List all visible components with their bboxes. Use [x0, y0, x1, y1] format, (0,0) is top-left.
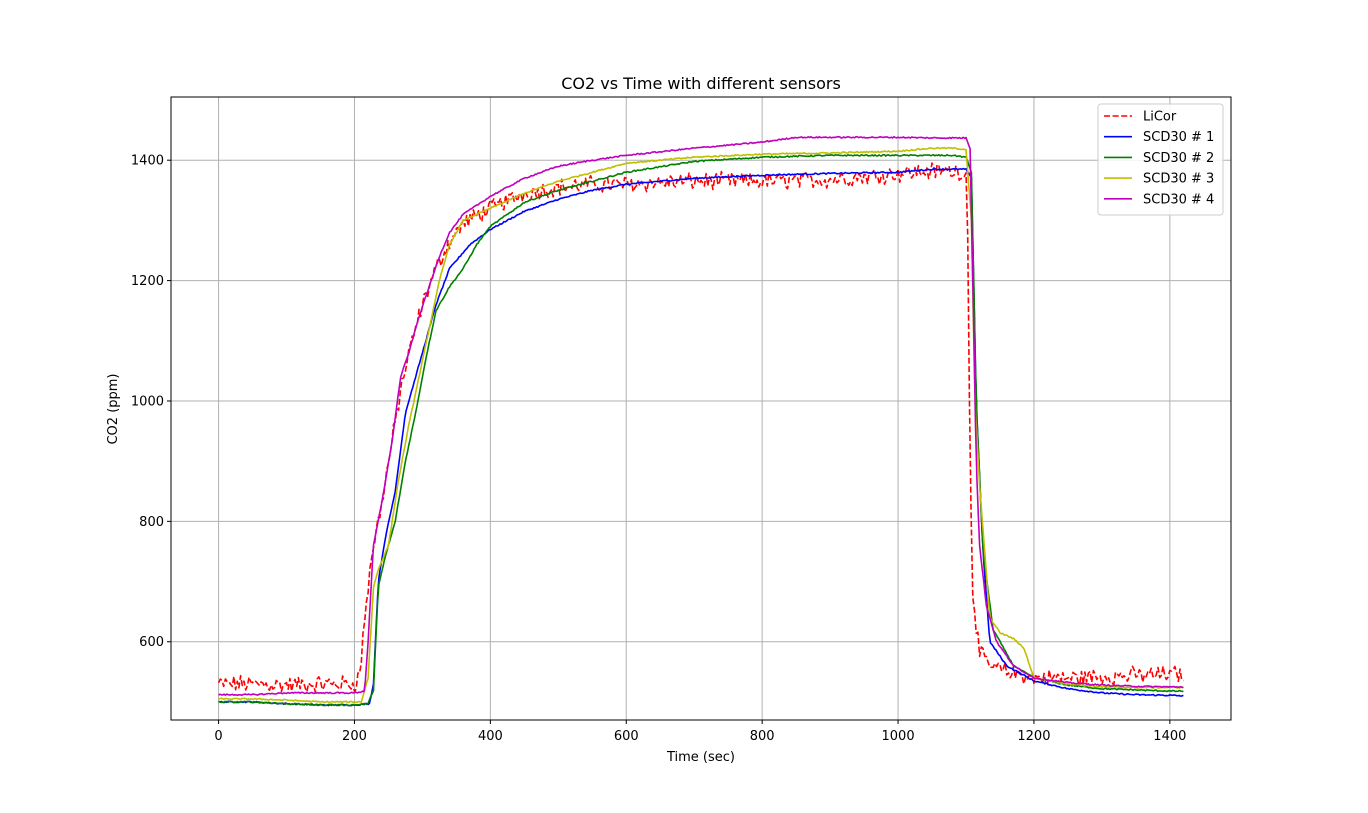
legend: LiCor SCD30 # 1 SCD30 # 2 SCD30 # 3 SCD30 # … — [1097, 103, 1224, 216]
ticks: 0 200 400 600 800 1000 1200 1400 600 800 1000 1200 1… — [131, 154, 1186, 744]
x-tick-label: 200 — [342, 729, 367, 744]
legend-label: LiCor — [1143, 110, 1177, 125]
y-tick-label: 1400 — [131, 154, 164, 169]
x-axis-label: Time (sec) — [666, 750, 735, 765]
x-tick-label: 0 — [214, 729, 222, 744]
series-line-4 — [218, 146, 1184, 704]
legend-label: SCD30 # 3 — [1143, 172, 1214, 187]
y-tick-label: 800 — [139, 515, 164, 530]
x-tick-label: 800 — [750, 729, 775, 744]
legend-label: SCD30 # 1 — [1143, 130, 1214, 145]
legend-label: SCD30 # 2 — [1143, 151, 1214, 166]
y-axis-label: CO2 (ppm) — [106, 373, 121, 444]
chart-title: CO2 vs Time with different sensors — [561, 74, 841, 93]
series-line-5 — [218, 135, 1184, 697]
series-group — [217, 135, 1184, 707]
axes-frame — [170, 96, 1232, 721]
y-tick-label: 1000 — [131, 394, 164, 409]
y-tick-label: 600 — [139, 635, 164, 650]
x-tick-label: 1400 — [1153, 729, 1186, 744]
x-tick-label: 600 — [614, 729, 639, 744]
x-tick-label: 1000 — [882, 729, 915, 744]
legend-box — [1097, 103, 1224, 216]
y-tick-label: 1200 — [131, 274, 164, 289]
x-tick-label: 1200 — [1017, 729, 1050, 744]
legend-label: SCD30 # 4 — [1143, 192, 1214, 207]
series-line-2 — [218, 167, 1184, 707]
x-tick-label: 400 — [478, 729, 503, 744]
